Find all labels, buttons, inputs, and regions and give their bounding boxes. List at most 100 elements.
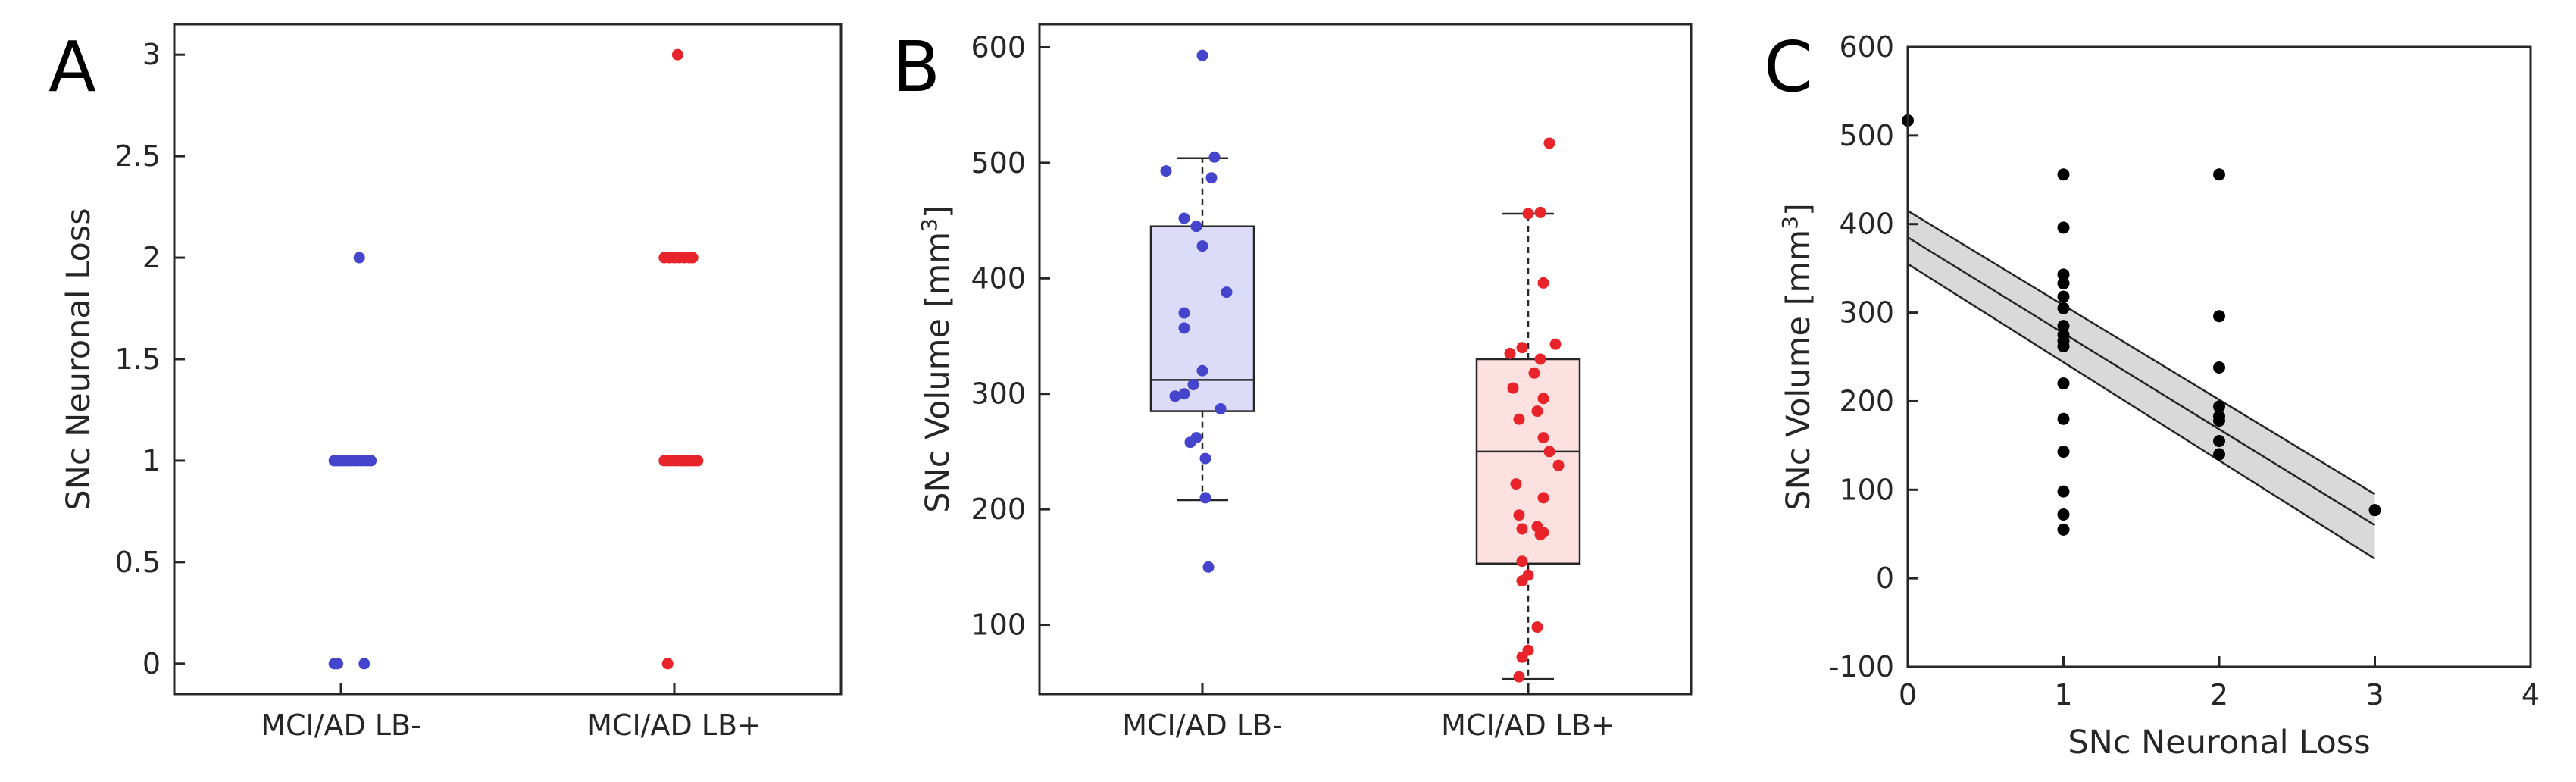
data-point-b-lb-pos [1516, 342, 1528, 354]
data-point-b-lb-neg [1199, 452, 1211, 465]
axes-frame-b [1038, 23, 1693, 696]
data-point-b-lb-pos [1534, 206, 1546, 218]
data-point-c [2213, 310, 2225, 323]
data-point-b-lb-neg [1178, 307, 1190, 319]
data-point-a-lb-neg [353, 252, 365, 264]
data-point-b-lb-pos [1513, 509, 1525, 521]
data-point-c [2057, 268, 2070, 281]
data-point-c [2057, 221, 2070, 234]
y-tick-label-c: 300 [1839, 296, 1894, 330]
x-tick-label-c: 3 [2365, 678, 2384, 712]
panel-a: A 0 0.5 1 1.5 2 2.5 3 MCI/AD LB- MCI/AD LB+ SNc … [48, 23, 843, 742]
data-point-a-lb-pos [686, 252, 699, 264]
regression-line [1907, 236, 2376, 527]
y-tick-label-a: 2.5 [115, 139, 161, 173]
data-point-c [2213, 435, 2225, 448]
panel-label-a: A [48, 27, 96, 108]
panel-label-c: C [1764, 27, 1812, 108]
ci-upper-line [1907, 210, 2376, 496]
x-axis-label-c: SNc Neuronal Loss [2068, 724, 2370, 762]
data-point-b-lb-neg [1190, 221, 1202, 233]
y-axis-label-b-end: ] [919, 205, 957, 218]
data-point-b-lb-pos [1534, 353, 1546, 365]
data-point-b-lb-neg [1196, 49, 1208, 61]
data-point-c [2213, 361, 2225, 374]
data-point-b-lb-pos [1510, 478, 1522, 490]
data-point-c [2213, 168, 2225, 181]
box-lb-pos [1475, 358, 1581, 565]
y-tick-label-a: 1 [142, 444, 161, 477]
y-tick-label-a: 1.5 [115, 343, 161, 376]
data-point-b-lb-pos [1516, 523, 1528, 535]
y-axis-label-c-end: ] [1780, 203, 1818, 216]
data-point-a-lb-pos [661, 658, 674, 670]
data-point-c [2368, 504, 2381, 517]
data-point-c [2057, 277, 2070, 290]
data-point-b-lb-pos [1543, 446, 1555, 458]
data-point-b-lb-pos [1552, 459, 1565, 471]
data-point-b-lb-pos [1528, 367, 1540, 379]
data-point-c [2057, 320, 2070, 333]
data-point-b-lb-pos [1507, 382, 1519, 394]
data-point-c [2057, 290, 2070, 303]
x-tick-label-c: 4 [2521, 678, 2540, 712]
data-point-b-lb-pos [1537, 492, 1549, 504]
y-tick-label-a: 0 [142, 647, 161, 680]
data-point-a-lb-neg [365, 455, 377, 467]
data-point-b-lb-pos [1534, 529, 1546, 541]
data-point-b-lb-pos [1516, 575, 1528, 587]
data-point-b-lb-pos [1537, 393, 1549, 405]
data-point-b-lb-neg [1208, 151, 1221, 163]
data-point-c [2213, 400, 2225, 413]
data-point-b-lb-pos [1537, 432, 1549, 444]
data-point-b-lb-pos [1522, 208, 1534, 220]
x-tick-label-b: MCI/AD LB- [1122, 708, 1283, 742]
data-point-b-lb-neg [1169, 390, 1181, 402]
y-axis-label-c-exp: 3 [1777, 216, 1802, 230]
y-tick-label-b: 400 [971, 261, 1026, 295]
box-lb-neg [1149, 225, 1255, 412]
data-point-a-lb-pos [671, 48, 683, 61]
data-point-c [2057, 168, 2070, 181]
data-point-b-lb-neg [1215, 403, 1227, 415]
data-point-c [2057, 339, 2070, 352]
data-point-c [2213, 414, 2225, 427]
axes-frame-c [1906, 45, 2532, 668]
y-tick-label-c: 100 [1839, 473, 1894, 506]
data-point-b-lb-pos [1504, 347, 1516, 359]
data-point-b-lb-pos [1531, 621, 1543, 633]
data-point-b-lb-pos [1549, 338, 1562, 350]
y-tick-label-b: 300 [971, 377, 1026, 411]
data-point-b-lb-pos [1543, 137, 1555, 149]
y-tick-label-c: 200 [1839, 384, 1894, 418]
data-point-b-lb-pos [1513, 413, 1525, 425]
y-axis-label-a: SNc Neuronal Loss [60, 208, 98, 510]
data-point-a-lb-pos [692, 455, 704, 467]
data-point-b-lb-pos [1516, 555, 1528, 568]
data-point-c [2057, 446, 2070, 458]
data-point-b-lb-neg [1160, 165, 1172, 177]
data-point-b-lb-neg [1196, 240, 1208, 252]
data-point-b-lb-pos [1516, 651, 1528, 663]
data-point-b-lb-neg [1184, 436, 1196, 449]
data-point-c [2057, 377, 2070, 390]
y-tick-label-b: 200 [971, 493, 1026, 526]
x-tick-label-c: 1 [2054, 678, 2072, 712]
y-tick-label-a: 2 [142, 241, 161, 274]
data-point-b-lb-neg [1178, 212, 1190, 224]
x-tick-label-c: 0 [1899, 678, 1917, 712]
data-point-b-lb-pos [1537, 277, 1549, 289]
panel-label-b: B [893, 27, 940, 108]
data-point-b-lb-neg [1196, 364, 1208, 377]
x-tick-label-b: MCI/AD LB+ [1441, 708, 1615, 742]
y-tick-label-a: 3 [142, 38, 161, 71]
data-point-b-lb-neg [1202, 561, 1215, 573]
data-point-c [2057, 485, 2070, 498]
y-axis-label-b-base: SNc Volume [mm [919, 232, 957, 513]
data-point-b-lb-neg [1187, 379, 1199, 391]
data-point-b-lb-neg [1221, 286, 1233, 299]
y-tick-label-c: -100 [1829, 650, 1894, 683]
axes-frame-a [173, 23, 843, 696]
